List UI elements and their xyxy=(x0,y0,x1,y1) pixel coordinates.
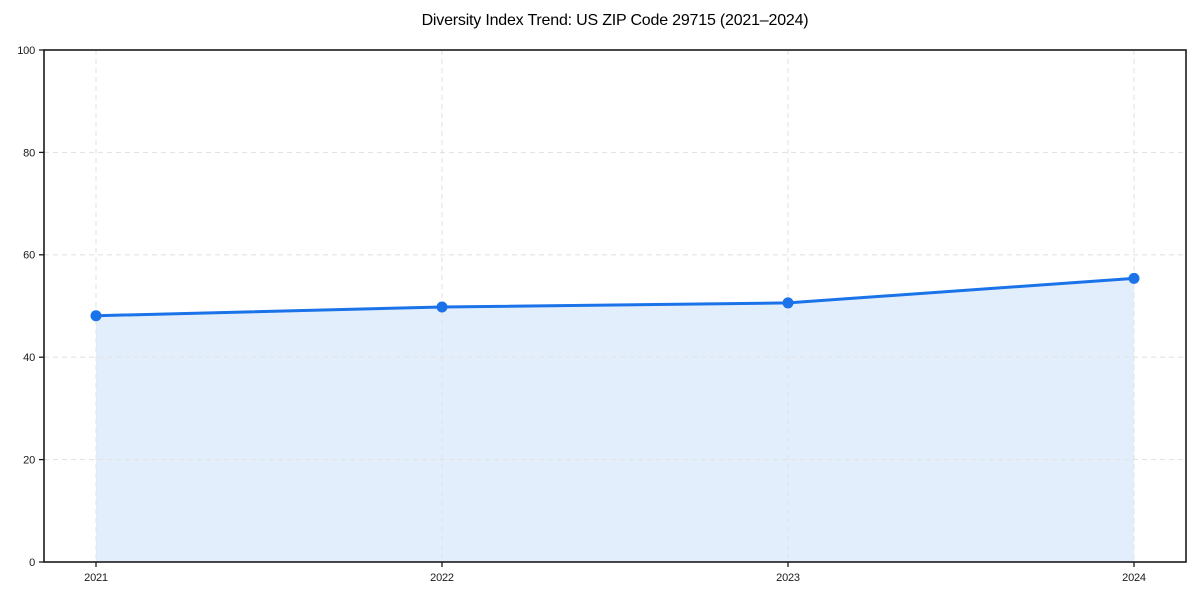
x-axis-tick-label: 2022 xyxy=(430,572,454,584)
y-axis-tick-label: 80 xyxy=(23,147,35,159)
y-axis-tick-label: 40 xyxy=(23,352,35,364)
data-point-marker xyxy=(90,310,102,322)
area-fill xyxy=(96,278,1134,562)
x-axis-tick-label: 2021 xyxy=(84,572,108,584)
y-axis-tick-label: 20 xyxy=(23,454,35,466)
x-axis-tick-label: 2023 xyxy=(776,572,800,584)
data-point-marker xyxy=(1128,272,1140,284)
y-axis-tick-label: 100 xyxy=(17,45,35,57)
data-point-marker xyxy=(782,297,794,309)
x-axis-tick-label: 2024 xyxy=(1122,572,1146,584)
chart-title: Diversity Index Trend: US ZIP Code 29715… xyxy=(421,12,809,29)
y-axis-tick-label: 0 xyxy=(29,557,35,569)
trend-line xyxy=(94,276,1136,318)
plot-frame xyxy=(43,49,1187,563)
data-point-marker xyxy=(436,301,448,313)
y-axis-tick-label: 60 xyxy=(23,250,35,262)
